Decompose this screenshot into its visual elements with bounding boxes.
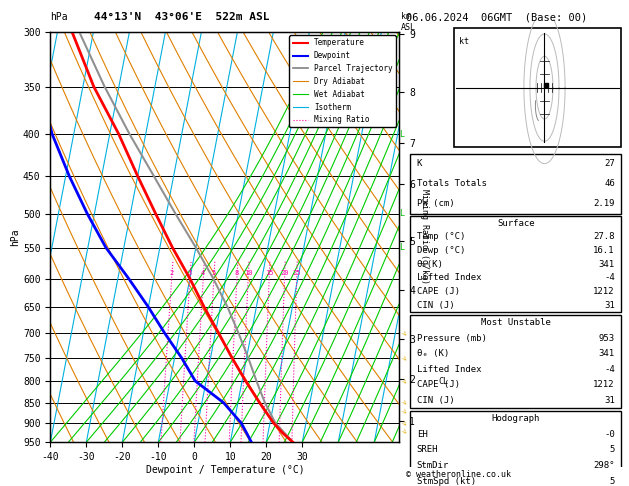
Text: Lifted Index: Lifted Index: [416, 365, 481, 374]
Text: CAPE (J): CAPE (J): [416, 381, 460, 389]
Bar: [410, 314, 621, 408]
Text: >: >: [399, 377, 408, 385]
Text: 5: 5: [212, 270, 216, 276]
Text: 25: 25: [292, 270, 301, 276]
Text: 2: 2: [170, 270, 174, 276]
Text: -4: -4: [604, 365, 615, 374]
Text: 15: 15: [265, 270, 274, 276]
Text: EH: EH: [416, 430, 428, 439]
Text: StmDir: StmDir: [416, 461, 449, 470]
Text: 2.19: 2.19: [593, 199, 615, 208]
Text: >: >: [399, 330, 408, 338]
Text: 27: 27: [604, 159, 615, 168]
Text: 31: 31: [604, 396, 615, 405]
Text: 5: 5: [610, 445, 615, 454]
Text: 06.06.2024  06GMT  (Base: 00): 06.06.2024 06GMT (Base: 00): [406, 12, 587, 22]
Text: -4: -4: [604, 274, 615, 282]
Text: 4: 4: [201, 270, 206, 276]
Text: 8: 8: [235, 270, 239, 276]
Bar: [410, 216, 621, 312]
Text: 31: 31: [604, 301, 615, 310]
Text: 341: 341: [599, 349, 615, 358]
Text: L: L: [399, 130, 404, 139]
Text: Temp (°C): Temp (°C): [416, 232, 465, 241]
Text: PW (cm): PW (cm): [416, 199, 454, 208]
X-axis label: Dewpoint / Temperature (°C): Dewpoint / Temperature (°C): [145, 465, 304, 475]
Text: 10: 10: [244, 270, 252, 276]
Text: 3: 3: [188, 270, 192, 276]
Text: 1212: 1212: [593, 287, 615, 296]
Text: 20: 20: [281, 270, 289, 276]
Y-axis label: hPa: hPa: [10, 228, 20, 246]
Bar: [454, 28, 621, 147]
Bar: [410, 154, 621, 214]
Text: CIN (J): CIN (J): [416, 396, 454, 405]
Text: θₑ (K): θₑ (K): [416, 349, 449, 358]
Text: 44°13'N  43°06'E  522m ASL: 44°13'N 43°06'E 522m ASL: [94, 12, 270, 22]
Text: km
ASL: km ASL: [401, 12, 416, 32]
Text: 953: 953: [599, 333, 615, 343]
Text: L: L: [399, 243, 404, 252]
Text: Hodograph: Hodograph: [492, 414, 540, 423]
Text: Dewp (°C): Dewp (°C): [416, 246, 465, 255]
Text: 16.1: 16.1: [593, 246, 615, 255]
Legend: Temperature, Dewpoint, Parcel Trajectory, Dry Adiabat, Wet Adiabat, Isotherm, Mi: Temperature, Dewpoint, Parcel Trajectory…: [289, 35, 396, 127]
Text: K: K: [416, 159, 422, 168]
Text: Surface: Surface: [497, 219, 535, 227]
Y-axis label: Mixing Ratio (g/kg): Mixing Ratio (g/kg): [420, 190, 429, 284]
Text: L: L: [399, 209, 404, 218]
Text: >: >: [399, 427, 408, 435]
Text: kt: kt: [459, 37, 469, 46]
Text: >: >: [399, 354, 408, 362]
Bar: [410, 411, 621, 486]
Text: hPa: hPa: [50, 12, 68, 22]
Text: 5: 5: [610, 477, 615, 486]
Text: 341: 341: [599, 260, 615, 269]
Text: 46: 46: [604, 179, 615, 188]
Text: 27.8: 27.8: [593, 232, 615, 241]
Text: 298°: 298°: [593, 461, 615, 470]
Text: >: >: [399, 407, 408, 415]
Text: Lifted Index: Lifted Index: [416, 274, 481, 282]
Text: CL: CL: [438, 377, 448, 385]
Text: >: >: [399, 419, 408, 427]
Text: CAPE (J): CAPE (J): [416, 287, 460, 296]
Text: >: >: [399, 399, 408, 407]
Text: 1212: 1212: [593, 381, 615, 389]
Text: Pressure (mb): Pressure (mb): [416, 333, 487, 343]
Text: © weatheronline.co.uk: © weatheronline.co.uk: [406, 469, 511, 479]
Text: -0: -0: [604, 430, 615, 439]
Text: SREH: SREH: [416, 445, 438, 454]
Text: StmSpd (kt): StmSpd (kt): [416, 477, 476, 486]
Text: Most Unstable: Most Unstable: [481, 318, 551, 327]
Text: Totals Totals: Totals Totals: [416, 179, 487, 188]
Text: θₑ(K): θₑ(K): [416, 260, 443, 269]
Text: CIN (J): CIN (J): [416, 301, 454, 310]
